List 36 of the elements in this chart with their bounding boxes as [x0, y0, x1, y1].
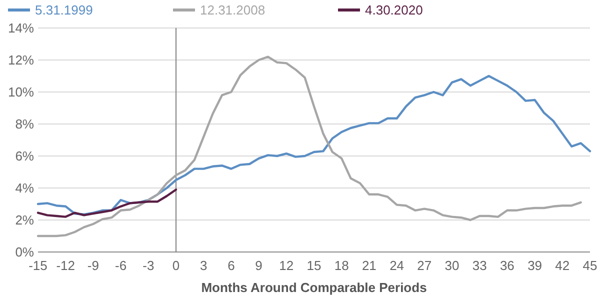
legend-label: 4.30.2020: [365, 2, 423, 18]
line-series: [36, 74, 592, 216]
legend-label: 5.31.1999: [35, 2, 93, 18]
y-tick-label: 2%: [15, 212, 34, 228]
x-tick-label: 15: [306, 258, 322, 273]
y-tick-label: 12%: [8, 52, 34, 68]
y-tick-label: 10%: [8, 84, 34, 100]
x-tick-label: -3: [142, 258, 154, 273]
y-tick-label: 14%: [8, 20, 34, 36]
x-tick-label: 18: [334, 258, 349, 273]
x-tick-label: 27: [417, 258, 432, 273]
x-tick-label: 24: [390, 258, 404, 273]
x-tick-label: 12: [279, 258, 294, 273]
x-tick-label: 45: [582, 258, 598, 273]
x-tick-label: 6: [228, 258, 235, 273]
x-tick-label: 30: [444, 258, 460, 273]
x-tick-label: -12: [56, 258, 75, 273]
x-tick-label: 33: [472, 258, 487, 273]
line-series: [36, 56, 582, 238]
x-tick-label: -9: [87, 258, 99, 273]
y-tick-label: 6%: [15, 148, 34, 164]
y-tick-label: 8%: [15, 116, 34, 132]
x-axis-title: Months Around Comparable Periods: [201, 280, 427, 295]
x-tick-label: 3: [200, 258, 208, 273]
x-tick-label: 39: [528, 258, 542, 273]
x-tick-label: -15: [28, 258, 48, 273]
x-tick-label: 9: [255, 258, 262, 273]
x-tick-label: 0: [172, 258, 180, 273]
x-tick-label: 36: [500, 258, 514, 273]
y-tick-label: 0%: [15, 244, 34, 260]
legend-label: 12.31.2008: [200, 2, 266, 18]
x-tick-label: 21: [362, 258, 376, 273]
x-tick-label: -6: [115, 258, 127, 273]
x-tick-label: 42: [555, 258, 570, 273]
line-series: [36, 188, 178, 218]
y-tick-label: 4%: [15, 180, 34, 196]
